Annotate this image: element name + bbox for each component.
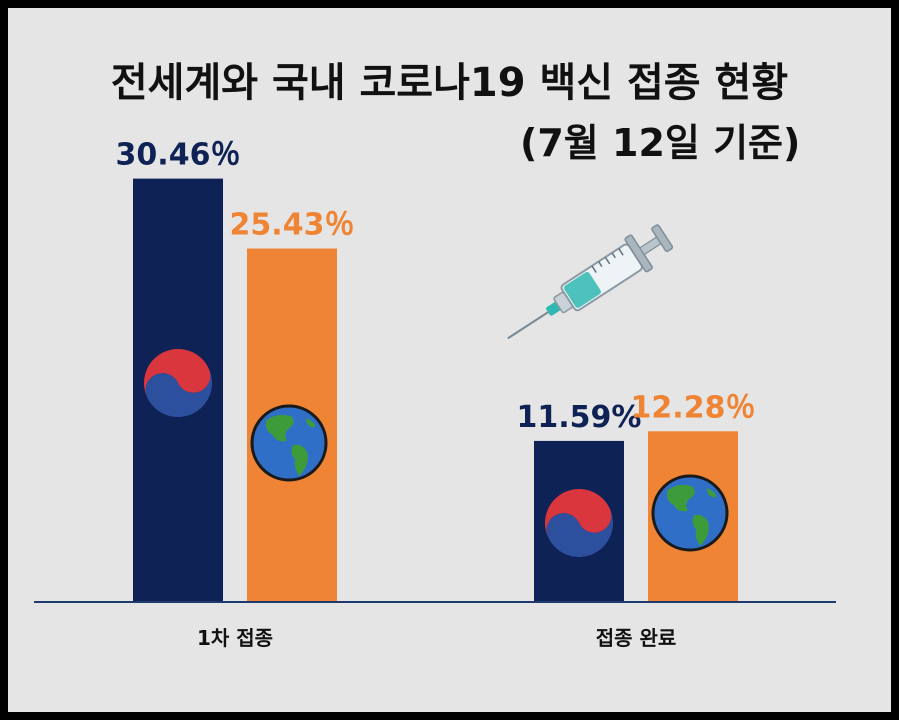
data-label: 11.59% (517, 400, 642, 435)
globe-icon (651, 474, 729, 552)
taegeuk-icon (144, 349, 212, 417)
data-label: 30.46％ (116, 138, 241, 173)
data-label: 12.28％ (631, 390, 756, 425)
chart-subtitle: (7월 12일 기준) (520, 121, 801, 165)
globe-icon (250, 404, 328, 482)
data-label: 25.43％ (230, 208, 355, 243)
category-label: 접종 완료 (596, 626, 677, 650)
category-label: 1차 접종 (197, 626, 273, 650)
syringe-icon (507, 224, 674, 340)
chart-title: 전세계와 국내 코로나19 백신 접종 현황 (110, 60, 789, 106)
taegeuk-icon (545, 489, 613, 557)
